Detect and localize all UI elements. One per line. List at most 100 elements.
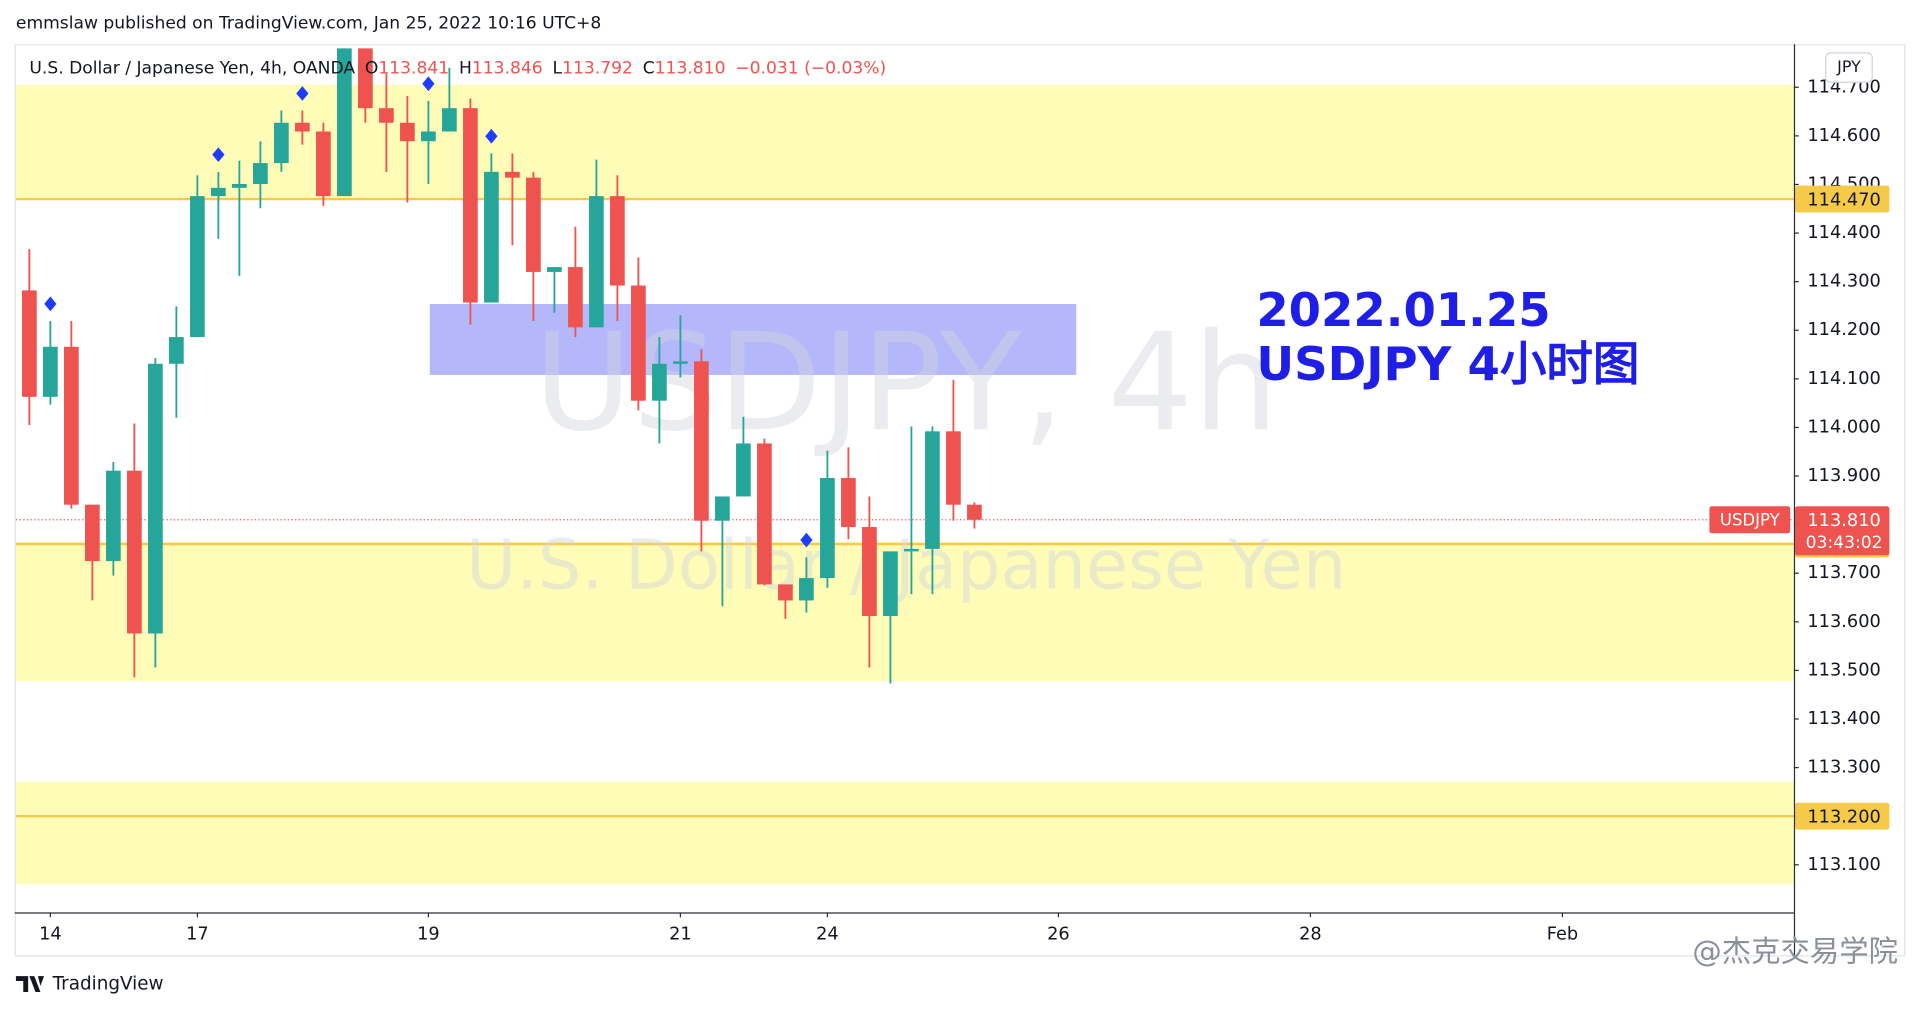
level-tag: [1795, 185, 1890, 213]
candle-body: [904, 548, 919, 552]
y-tick-label: 113.300: [1807, 758, 1880, 778]
countdown: 03:43:02: [1806, 533, 1883, 553]
signal-marker: [296, 86, 309, 101]
candle-body: [400, 122, 415, 142]
y-tick-label: 113.100: [1807, 855, 1880, 875]
candle-body: [568, 267, 583, 328]
candle-body: [778, 584, 793, 601]
y-tick-label: 113.600: [1807, 612, 1880, 632]
x-tick-label: 24: [816, 924, 839, 944]
annotation: 2022.01.25: [1256, 283, 1550, 337]
last-price-symbol-tag: [1709, 506, 1791, 534]
level-tag: [1795, 802, 1890, 830]
candle-body: [190, 196, 205, 338]
candle-body: [379, 108, 394, 123]
candle-body: [673, 361, 688, 364]
candle-body: [442, 108, 457, 132]
candle-body: [799, 578, 814, 601]
y-tick-label: 113.900: [1807, 466, 1880, 486]
candle-body: [715, 496, 730, 521]
candle-body: [106, 470, 121, 562]
candle-body: [757, 443, 772, 585]
candle-body: [505, 171, 520, 178]
candle-body: [148, 363, 163, 634]
signal-marker: [422, 76, 435, 92]
level-label: 113.200: [1807, 807, 1880, 827]
last-price-symbol: USDJPY: [1720, 510, 1781, 529]
candle-body: [547, 267, 562, 272]
candle-body: [463, 108, 478, 303]
y-tick-label: 113.700: [1807, 563, 1880, 583]
signal-marker: [485, 128, 498, 144]
y-tick-label: 113.500: [1807, 660, 1880, 680]
ohlc-key: H: [459, 59, 472, 79]
candle-body: [253, 163, 268, 184]
candle-body: [610, 196, 625, 286]
candle-body: [526, 177, 541, 272]
watermark-subtitle: U.S. Dollar / Japanese Yen: [466, 526, 1346, 606]
y-tick-label: 114.400: [1807, 223, 1880, 243]
annotation: USDJPY 4小时图: [1256, 337, 1639, 391]
candle-body: [631, 285, 646, 401]
ohlc-value: 113.841: [378, 59, 449, 79]
candle-body: [694, 361, 709, 521]
candle-body: [43, 346, 58, 397]
candle-body: [967, 504, 982, 520]
y-tick-label: 114.000: [1807, 417, 1880, 437]
candle-body: [652, 363, 667, 401]
y-tick-label: 114.600: [1807, 126, 1880, 146]
currency-box[interactable]: [1825, 52, 1873, 83]
candle-body: [736, 443, 751, 497]
x-tick-label: 21: [669, 924, 692, 944]
currency-label: JPY: [1836, 57, 1861, 76]
signal-marker: [44, 296, 57, 312]
candle-body: [589, 196, 604, 328]
x-tick-label: 26: [1047, 924, 1070, 944]
zone: [15, 541, 1794, 682]
y-tick-label: 114.200: [1807, 320, 1880, 340]
candle-body: [85, 504, 100, 562]
publisher-line: emmslaw published on TradingView.com, Ja…: [16, 13, 601, 33]
candle-body: [316, 131, 331, 197]
candle-body: [484, 171, 499, 303]
candle-body: [925, 431, 940, 549]
zone: [15, 84, 1794, 199]
x-tick-label: 17: [186, 924, 209, 944]
candle-body: [22, 290, 37, 397]
candle-body: [421, 131, 436, 142]
y-tick-label: 113.400: [1807, 709, 1880, 729]
candle-body: [127, 470, 142, 634]
y-tick-label: 114.300: [1807, 272, 1880, 292]
candle-body: [295, 122, 310, 132]
symbol-title: U.S. Dollar / Japanese Yen, 4h, OANDA: [29, 59, 355, 79]
candle-body: [841, 477, 856, 528]
legend-header: U.S. Dollar / Japanese Yen, 4h, OANDA O11…: [29, 59, 886, 79]
last-price-tag: [1795, 506, 1890, 556]
x-tick-label: Feb: [1547, 924, 1578, 944]
candle-body: [274, 122, 289, 164]
ohlc-key: O: [365, 59, 378, 79]
ohlc-value: 113.810: [655, 59, 726, 79]
last-price-label: 113.810: [1807, 511, 1880, 531]
y-tick-label: 114.100: [1807, 369, 1880, 389]
brand-logo: [15, 976, 45, 993]
ohlc-value: 113.792: [562, 59, 633, 79]
price-change: −0.031 (−0.03%): [735, 59, 886, 79]
x-tick-label: 19: [417, 924, 440, 944]
candle-body: [862, 527, 877, 616]
candle-body: [883, 551, 898, 616]
candle-body: [211, 187, 226, 197]
level-label: 114.470: [1807, 190, 1880, 210]
credit: @杰克交易学院: [1692, 934, 1898, 968]
brand-name: TradingView: [52, 974, 164, 995]
x-tick-label: 28: [1299, 924, 1322, 944]
candle-body: [358, 48, 373, 109]
ohlc-key: L: [553, 59, 563, 79]
zone: [15, 781, 1794, 885]
candle-body: [232, 183, 247, 188]
chart-frame: [14, 44, 1906, 957]
candle-body: [169, 337, 184, 364]
candle-body: [946, 431, 961, 505]
